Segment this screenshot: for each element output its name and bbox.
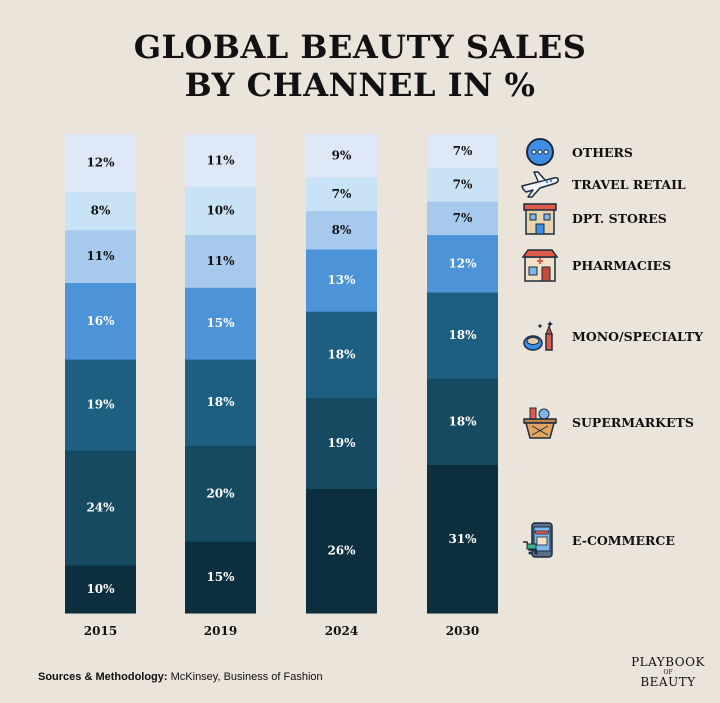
brand-line-2: OF bbox=[663, 669, 673, 676]
data-label-2024-supermarkets: 19% bbox=[327, 436, 356, 450]
data-label-2019-pharmacies: 15% bbox=[206, 316, 235, 330]
bar-segment-2024-dpt-stores bbox=[306, 210, 377, 250]
bar-segment-2019-e-commerce bbox=[185, 541, 256, 614]
data-label-2019-e-commerce: 15% bbox=[206, 570, 235, 584]
bar-segment-2015-supermarkets bbox=[65, 450, 136, 566]
legend-item-others: OTHERS bbox=[520, 132, 720, 172]
data-label-2015-pharmacies: 16% bbox=[86, 314, 115, 328]
bar-segment-2030-e-commerce bbox=[427, 464, 498, 614]
legend-label-travel-retail: TRAVEL RETAIL bbox=[572, 176, 686, 192]
chart-title: GLOBAL BEAUTY SALES BY CHANNEL IN % bbox=[0, 28, 720, 104]
legend-label-others: OTHERS bbox=[572, 144, 633, 160]
bar-segment-2030-pharmacies bbox=[427, 234, 498, 293]
x-tick-label-2030: 2030 bbox=[446, 624, 479, 638]
bar-segment-2015-others bbox=[65, 134, 136, 192]
bar-segment-2024-travel-retail bbox=[306, 177, 377, 212]
data-label-2015-supermarkets: 24% bbox=[86, 501, 115, 515]
bar-segment-2024-mono-specialty bbox=[306, 311, 377, 398]
legend-label-pharmacies: PHARMACIES bbox=[572, 257, 672, 273]
data-label-2024-others: 9% bbox=[332, 149, 352, 163]
ecommerce-icon bbox=[523, 522, 553, 558]
data-label-2019-others: 11% bbox=[206, 153, 235, 167]
data-label-2030-travel-retail: 7% bbox=[453, 177, 473, 191]
bar-segment-2015-pharmacies bbox=[65, 282, 136, 360]
data-label-2019-supermarkets: 20% bbox=[206, 486, 235, 500]
bar-segment-2015-dpt-stores bbox=[65, 229, 136, 283]
data-label-2015-travel-retail: 8% bbox=[91, 204, 111, 218]
bar-segment-2015-mono-specialty bbox=[65, 359, 136, 451]
data-label-2024-mono-specialty: 18% bbox=[327, 347, 356, 361]
legend-label-e-commerce: E-COMMERCE bbox=[572, 532, 675, 548]
bar-segment-2030-others bbox=[427, 134, 498, 169]
data-label-2015-others: 12% bbox=[86, 156, 115, 170]
data-label-2030-others: 7% bbox=[453, 144, 473, 158]
legend-label-supermarkets: SUPERMARKETS bbox=[572, 414, 694, 430]
title-line-2: BY CHANNEL IN % bbox=[184, 66, 536, 104]
others-icon bbox=[526, 138, 554, 166]
bar-segment-2015-e-commerce bbox=[65, 565, 136, 614]
data-label-2030-e-commerce: 31% bbox=[448, 532, 477, 546]
bar-segment-2024-e-commerce bbox=[306, 488, 377, 614]
x-tick-label-2015: 2015 bbox=[84, 624, 117, 638]
bar-segment-2019-mono-specialty bbox=[185, 359, 256, 446]
source-text: McKinsey, Business of Fashion bbox=[167, 671, 323, 683]
legend-item-e-commerce: E-COMMERCE bbox=[520, 520, 720, 560]
bar-segment-2024-others bbox=[306, 134, 377, 178]
data-label-2019-travel-retail: 10% bbox=[206, 204, 235, 218]
bar-segment-2019-dpt-stores bbox=[185, 234, 256, 288]
legend-item-supermarkets: SUPERMARKETS bbox=[520, 402, 720, 442]
title-line-1: GLOBAL BEAUTY SALES bbox=[133, 28, 587, 66]
legend-item-mono-specialty: MONO/SPECIALTY bbox=[520, 316, 720, 356]
data-label-2015-e-commerce: 10% bbox=[86, 582, 115, 596]
legend-item-dpt-stores: DPT. STORES bbox=[520, 198, 720, 238]
data-label-2015-dpt-stores: 11% bbox=[86, 249, 115, 263]
data-label-2019-dpt-stores: 11% bbox=[206, 254, 235, 268]
data-label-2019-mono-specialty: 18% bbox=[206, 395, 235, 409]
bar-segment-2030-mono-specialty bbox=[427, 292, 498, 379]
cosmetics-icon bbox=[523, 321, 553, 351]
bar-segment-2019-pharmacies bbox=[185, 287, 256, 360]
legend-label-dpt-stores: DPT. STORES bbox=[572, 210, 667, 226]
bar-segment-2024-pharmacies bbox=[306, 248, 377, 312]
data-label-2030-supermarkets: 18% bbox=[448, 414, 477, 428]
data-label-2024-travel-retail: 7% bbox=[332, 187, 352, 201]
legend-item-pharmacies: PHARMACIES bbox=[520, 245, 720, 285]
legend-label-mono-specialty: MONO/SPECIALTY bbox=[572, 328, 704, 344]
shopping-basket-icon bbox=[523, 407, 557, 439]
bar-segment-2030-dpt-stores bbox=[427, 201, 498, 236]
bar-segment-2019-travel-retail bbox=[185, 186, 256, 236]
data-label-2024-pharmacies: 13% bbox=[327, 273, 356, 287]
legend-item-travel-retail: TRAVEL RETAIL bbox=[520, 164, 720, 204]
bar-segment-2030-supermarkets bbox=[427, 378, 498, 466]
source-note: Sources & Methodology: McKinsey, Busines… bbox=[38, 671, 323, 683]
x-tick-label-2024: 2024 bbox=[325, 624, 358, 638]
data-label-2030-mono-specialty: 18% bbox=[448, 328, 477, 342]
brand-logo: PLAYBOOK OF BEAUTY bbox=[628, 656, 708, 689]
airplane-icon bbox=[521, 171, 559, 198]
data-label-2024-dpt-stores: 8% bbox=[332, 223, 352, 237]
data-label-2030-dpt-stores: 7% bbox=[453, 211, 473, 225]
department-store-icon bbox=[523, 203, 557, 235]
data-label-2024-e-commerce: 26% bbox=[327, 544, 356, 558]
source-label: Sources & Methodology: bbox=[38, 671, 168, 683]
pharmacy-icon bbox=[521, 249, 559, 282]
bar-segment-2019-supermarkets bbox=[185, 445, 256, 542]
data-label-2030-pharmacies: 12% bbox=[448, 256, 477, 270]
data-label-2015-mono-specialty: 19% bbox=[86, 398, 115, 412]
brand-line-3: BEAUTY bbox=[640, 675, 696, 689]
bar-segment-2019-others bbox=[185, 134, 256, 188]
brand-line-1: PLAYBOOK bbox=[631, 655, 705, 669]
bar-segment-2030-travel-retail bbox=[427, 167, 498, 202]
x-tick-label-2019: 2019 bbox=[204, 624, 237, 638]
bar-segment-2024-supermarkets bbox=[306, 397, 377, 489]
bar-segment-2015-travel-retail bbox=[65, 191, 136, 231]
